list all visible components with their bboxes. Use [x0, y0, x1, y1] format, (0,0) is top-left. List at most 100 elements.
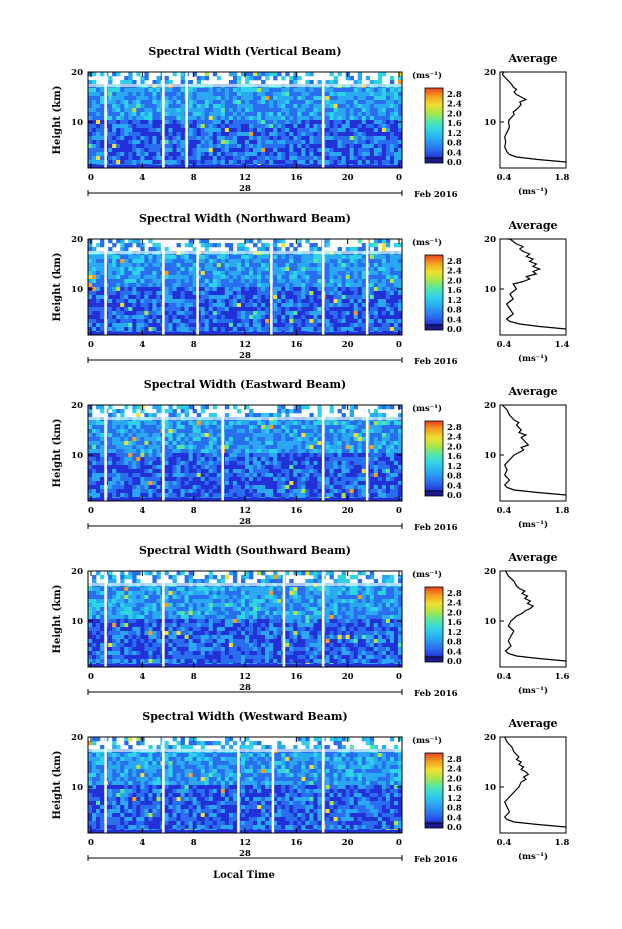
heatmap-cell	[132, 481, 137, 486]
heatmap-cell	[277, 433, 282, 438]
heatmap-cell	[196, 128, 202, 133]
heatmap-cell	[140, 104, 145, 109]
heatmap-cell	[88, 307, 93, 312]
heatmap-cell	[172, 120, 177, 125]
heatmap-cell	[148, 116, 153, 121]
heatmap-cell	[220, 136, 226, 141]
heatmap-cell	[249, 156, 254, 161]
heatmap-cell	[361, 453, 367, 458]
heatmap-cell	[361, 116, 367, 121]
heatmap-cell	[341, 469, 346, 474]
heatmap-cell	[393, 96, 399, 101]
heatmap-cell	[357, 100, 363, 105]
heatmap-cell	[164, 259, 169, 264]
heatmap-cell	[168, 259, 173, 264]
heatmap-cell	[293, 100, 298, 105]
heatmap-cell	[168, 160, 173, 165]
heatmap-cell	[309, 425, 314, 430]
heatmap-cell	[144, 465, 149, 470]
heatmap-cell	[305, 421, 310, 426]
heatmap-cell	[164, 441, 169, 446]
heatmap-cell	[301, 108, 306, 113]
heatmap-cell	[277, 259, 282, 264]
heatmap-cell	[281, 453, 286, 458]
heatmap-cell	[172, 461, 177, 466]
heatmap-cell	[245, 413, 250, 418]
heatmap-cell	[341, 104, 346, 109]
heatmap-cell	[204, 96, 210, 101]
heatmap-cell	[128, 299, 133, 304]
heatmap-cell	[357, 255, 363, 260]
heatmap-cell	[144, 279, 149, 284]
heatmap-cell	[128, 457, 133, 462]
heatmap-cell	[329, 116, 334, 121]
heatmap-cell	[208, 148, 214, 153]
heatmap-cell	[148, 283, 153, 288]
heatmap-cell	[281, 116, 286, 121]
heatmap-cell	[140, 457, 145, 462]
heatmap-cell	[277, 469, 282, 474]
heatmap-cell	[112, 259, 117, 264]
heatmap-cell	[112, 263, 117, 268]
heatmap-cell	[164, 136, 169, 141]
heatmap-cell	[240, 271, 246, 276]
heatmap-cell	[96, 96, 101, 101]
heatmap-cell	[136, 275, 141, 280]
heatmap-cell	[373, 449, 379, 454]
heatmap-cell	[377, 128, 383, 133]
heatmap-cell	[337, 425, 342, 430]
heatmap-cell	[216, 445, 222, 450]
heatmap-cell	[257, 291, 262, 296]
heatmap-cell	[337, 271, 342, 276]
heatmap-cell	[317, 120, 322, 125]
heatmap-cell	[232, 461, 238, 466]
heatmap-cell	[108, 413, 113, 418]
heatmap-cell	[385, 425, 391, 430]
heatmap-cell	[293, 104, 298, 109]
heatmap-cell	[313, 323, 318, 328]
heatmap-cell	[228, 255, 234, 260]
heatmap-cell	[313, 283, 318, 288]
heatmap-cell	[365, 128, 371, 133]
heatmap-cell	[309, 140, 314, 145]
heatmap-cell	[397, 148, 403, 153]
heatmap-cell	[381, 405, 387, 410]
heatmap-cell	[297, 433, 302, 438]
heatmap-cell	[236, 327, 242, 332]
heatmap-cell	[148, 457, 153, 462]
heatmap-cell	[369, 124, 375, 129]
heatmap-cell	[188, 461, 193, 466]
heatmap-cell	[180, 152, 185, 157]
heatmap-cell	[369, 96, 375, 101]
heatmap-cell	[249, 112, 254, 117]
heatmap-cell	[337, 299, 342, 304]
heatmap-cell	[341, 92, 346, 97]
heatmap-cell	[269, 156, 274, 161]
heatmap-cell	[257, 120, 262, 125]
heatmap-cell	[257, 132, 262, 137]
heatmap-cell	[212, 243, 218, 248]
heatmap-cell	[281, 299, 286, 304]
heatmap-cell	[148, 303, 153, 308]
heatmap-cell	[124, 323, 129, 328]
heatmap-cell	[305, 92, 310, 97]
heatmap-cell	[168, 315, 173, 320]
heatmap-cell	[297, 100, 302, 105]
heatmap-cell	[305, 104, 310, 109]
heatmap-cell	[345, 461, 350, 466]
heatmap-cell	[257, 88, 262, 93]
heatmap-cell	[164, 303, 169, 308]
heatmap-cell	[297, 441, 302, 446]
heatmap-cell	[317, 453, 322, 458]
heatmap-cell	[249, 433, 254, 438]
heatmap-cell	[329, 441, 334, 446]
heatmap-cell	[277, 160, 282, 165]
heatmap-cell	[112, 311, 117, 316]
heatmap-cell	[293, 140, 298, 145]
heatmap-cell	[108, 136, 113, 141]
heatmap-cell	[152, 477, 157, 482]
heatmap-cell	[373, 311, 379, 316]
heatmap-cell	[232, 136, 238, 141]
heatmap-cell	[325, 128, 330, 133]
heatmap-cell	[156, 100, 161, 105]
